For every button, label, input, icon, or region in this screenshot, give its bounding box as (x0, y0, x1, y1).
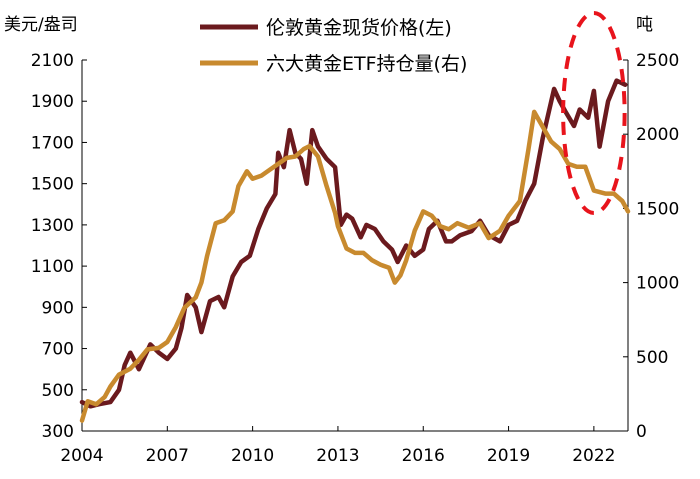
left-axis-tick-label: 1700 (31, 133, 74, 153)
series-line-gold-price (79, 78, 628, 409)
x-axis-tick-label: 2010 (231, 446, 274, 466)
series-line-etf-holdings (79, 109, 631, 423)
x-axis-tick-label: 2016 (402, 446, 445, 466)
legend-label-gold-price: 伦敦黄金现货价格(左) (266, 17, 452, 39)
x-axis-tick-label: 2019 (487, 446, 530, 466)
right-axis-tick-label: 1000 (636, 274, 679, 294)
x-axis-tick-label: 2013 (316, 446, 359, 466)
plot-area: 300 500 700 900 1100 1300 1500 1700 1900 2100 0 500… (31, 11, 679, 466)
right-axis-tick-label: 2500 (636, 51, 679, 71)
x-axis-tick-label: 2022 (572, 446, 615, 466)
left-axis-tick-label: 1100 (31, 257, 74, 277)
left-axis-tick-label: 1500 (31, 175, 74, 195)
left-axis-tick-label: 1900 (31, 92, 74, 112)
x-axis-tick-label: 2007 (146, 446, 189, 466)
left-axis-tick-label: 900 (42, 298, 74, 318)
right-axis-tick-label: 500 (636, 348, 668, 368)
left-axis-title: 美元/盎司 (4, 15, 78, 35)
right-axis-tick-label: 0 (636, 422, 647, 442)
left-axis-tick-label: 500 (42, 381, 74, 401)
legend-label-etf-holdings: 六大黄金ETF持仓量(右) (266, 53, 467, 75)
legend: 伦敦黄金现货价格(左) 六大黄金ETF持仓量(右) (200, 17, 467, 75)
right-axis-title: 吨 (636, 15, 653, 35)
left-axis-tick-label: 2100 (31, 51, 74, 71)
right-axis-tick-label: 1500 (636, 199, 679, 219)
left-axis-tick-label: 1300 (31, 216, 74, 236)
highlight-ellipse (561, 11, 627, 215)
left-axis-tick-label: 700 (42, 340, 74, 360)
left-axis-tick-label: 300 (42, 422, 74, 442)
right-axis-tick-label: 2000 (636, 125, 679, 145)
x-axis-tick-label: 2004 (60, 446, 103, 466)
